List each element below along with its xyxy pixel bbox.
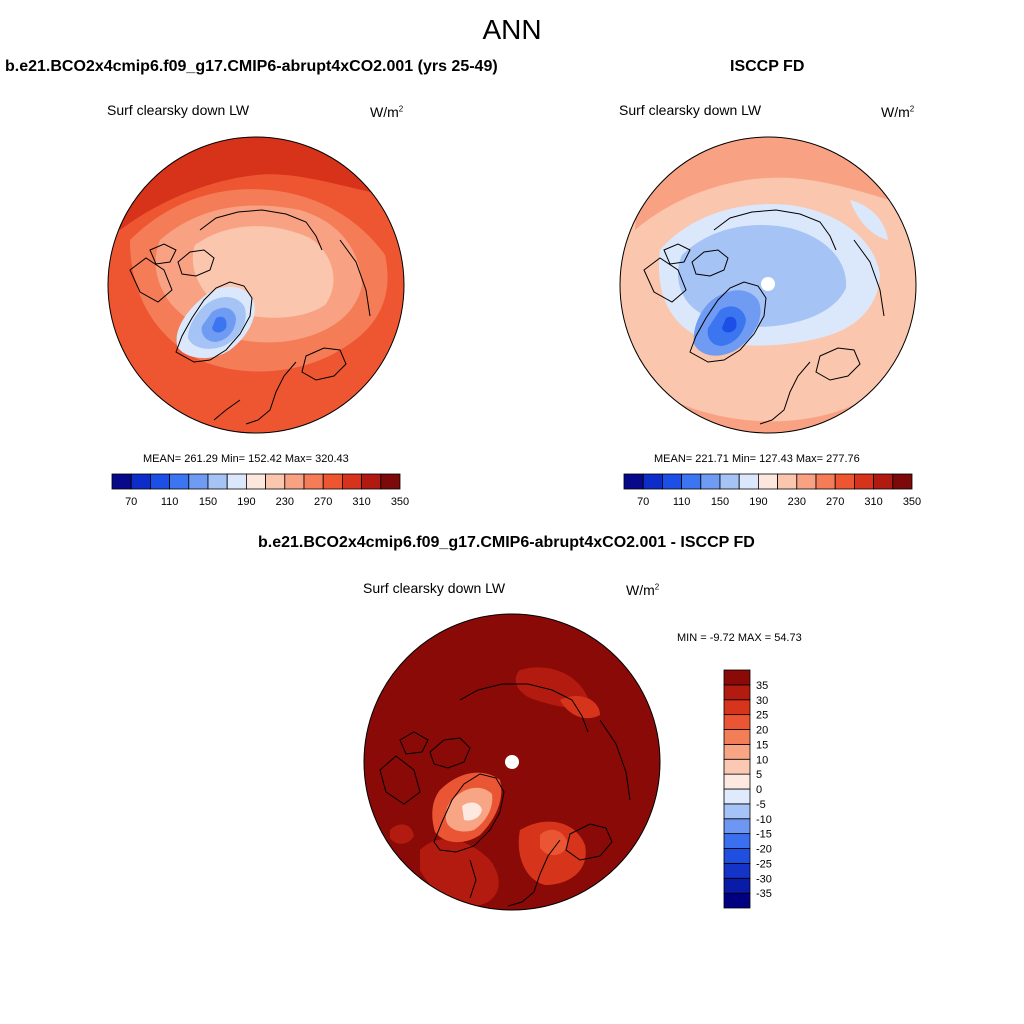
colorbar-tick-label: -25 <box>756 858 772 870</box>
colorbar-swatch <box>111 473 132 490</box>
colorbar-tick-label: 30 <box>756 695 768 707</box>
colorbar-tick-label: 0 <box>756 784 762 796</box>
colorbar-3: 35 30 25 20 15 10 5 0 -5 -10 -15 -20 -25 -30 -35 <box>723 669 772 909</box>
colorbar-tick-label: 230 <box>788 496 806 508</box>
colorbar-tick-label: 25 <box>756 710 768 722</box>
colorbar-swatch <box>207 473 228 490</box>
colorbar-tick-label: 350 <box>903 496 921 508</box>
colorbar-tick-label: 35 <box>756 680 768 692</box>
colorbar-swatch <box>723 848 751 864</box>
colorbar-swatch <box>723 862 751 879</box>
panel-2-header: ISCCP FD <box>730 58 805 75</box>
colorbar-tick-label: 310 <box>352 496 370 508</box>
colorbar-swatch <box>245 473 266 490</box>
colorbar-swatch <box>662 473 683 490</box>
colorbar-tick-label: 70 <box>125 496 137 508</box>
colorbar-tick-label: 20 <box>756 725 768 737</box>
figure-title: ANN <box>482 14 542 45</box>
colorbar-swatch <box>796 473 817 490</box>
colorbar-swatch <box>723 818 751 835</box>
colorbar-swatch <box>226 473 247 490</box>
colorbar-swatch <box>873 473 894 490</box>
colorbar-2: 70 110 150 190 230 270 310 350 <box>623 473 921 508</box>
panel-1-header: b.e21.BCO2x4cmip6.f09_g17.CMIP6-abrupt4x… <box>5 58 498 75</box>
panel-2-variable: Surf clearsky down LW <box>619 102 762 118</box>
colorbar-swatch <box>723 669 751 686</box>
colorbar-tick-label: 270 <box>314 496 332 508</box>
colorbar-swatch <box>341 473 362 490</box>
panel-2-stats: MEAN= 221.71 Min= 127.43 Max= 277.76 <box>654 453 860 465</box>
colorbar-swatch <box>834 473 855 490</box>
panel-1-units: W/m2 <box>370 104 404 120</box>
colorbar-swatch <box>188 473 209 490</box>
colorbar-swatch <box>777 473 798 490</box>
map-3-difference <box>363 613 661 911</box>
colorbar-tick-label: -10 <box>756 814 772 826</box>
colorbar-swatch <box>892 473 913 490</box>
colorbar-swatch <box>723 729 751 745</box>
colorbar-tick-label: 190 <box>237 496 255 508</box>
colorbar-swatch <box>322 473 343 490</box>
colorbar-tick-label: -20 <box>756 844 772 856</box>
panel-3-stats: MIN = -9.72 MAX = 54.73 <box>677 632 802 644</box>
colorbar-tick-label: -15 <box>756 829 772 841</box>
colorbar-swatch <box>303 473 324 490</box>
panel-1-variable: Surf clearsky down LW <box>107 102 250 118</box>
colorbar-swatch <box>723 714 751 730</box>
panel-3-header: b.e21.BCO2x4cmip6.f09_g17.CMIP6-abrupt4x… <box>258 534 755 551</box>
colorbar-swatch <box>738 473 759 490</box>
colorbar-tick-label: 190 <box>749 496 767 508</box>
colorbar-tick-label: 350 <box>391 496 409 508</box>
colorbar-swatch <box>723 773 751 790</box>
map-1-model <box>107 136 405 434</box>
colorbar-swatch <box>700 473 721 490</box>
panel-1-stats: MEAN= 261.29 Min= 152.42 Max= 320.43 <box>143 453 349 465</box>
colorbar-tick-label: 230 <box>276 496 294 508</box>
colorbar-tick-label: -30 <box>756 873 772 885</box>
colorbar-swatch <box>723 877 751 894</box>
colorbar-tick-label: 15 <box>756 739 768 751</box>
colorbar-swatch <box>723 699 751 716</box>
colorbar-swatch <box>723 743 751 760</box>
colorbar-swatch <box>265 473 286 490</box>
colorbar-swatch <box>380 473 401 490</box>
colorbar-tick-label: -5 <box>756 799 766 811</box>
colorbar-tick-label: 10 <box>756 754 768 766</box>
colorbar-swatch <box>719 473 740 490</box>
colorbar-tick-label: 150 <box>711 496 729 508</box>
colorbar-swatch <box>681 473 702 490</box>
colorbar-swatch <box>642 473 663 490</box>
panel-3-units: W/m2 <box>626 582 660 598</box>
colorbar-swatch <box>815 473 836 490</box>
colorbar-tick-label: 270 <box>826 496 844 508</box>
colorbar-swatch <box>361 473 382 490</box>
colorbar-tick-label: 110 <box>161 496 179 508</box>
colorbar-swatch <box>723 833 751 849</box>
colorbar-swatch <box>623 473 644 490</box>
colorbar-tick-label: 70 <box>637 496 649 508</box>
colorbar-swatch <box>169 473 190 490</box>
colorbar-tick-label: -35 <box>756 888 772 900</box>
colorbar-swatch <box>723 892 751 909</box>
colorbar-swatch <box>723 788 751 805</box>
panel-3-variable: Surf clearsky down LW <box>363 580 506 596</box>
colorbar-swatch <box>130 473 151 490</box>
colorbar-1: 70 110 150 190 230 270 310 350 <box>111 473 409 508</box>
colorbar-swatch <box>854 473 875 490</box>
colorbar-tick-label: 150 <box>199 496 217 508</box>
colorbar-swatch <box>723 758 751 775</box>
colorbar-swatch <box>284 473 305 490</box>
map-2-observations <box>619 136 917 434</box>
colorbar-tick-label: 310 <box>864 496 882 508</box>
panel-2-units: W/m2 <box>881 104 915 120</box>
colorbar-swatch <box>758 473 779 490</box>
colorbar-swatch <box>149 473 170 490</box>
colorbar-swatch <box>723 684 751 701</box>
colorbar-swatch <box>723 803 751 820</box>
colorbar-tick-label: 110 <box>673 496 691 508</box>
colorbar-tick-label: 5 <box>756 769 762 781</box>
